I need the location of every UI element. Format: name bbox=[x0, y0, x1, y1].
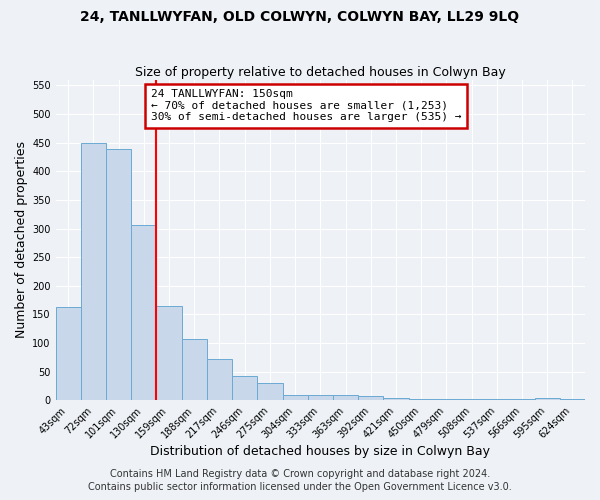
Bar bbox=[81, 142, 106, 400]
Bar bbox=[232, 376, 257, 400]
Bar bbox=[157, 306, 182, 400]
Bar bbox=[106, 150, 131, 400]
Bar bbox=[283, 394, 308, 400]
Bar bbox=[308, 394, 333, 400]
Bar bbox=[560, 399, 585, 400]
Bar bbox=[182, 339, 207, 400]
X-axis label: Distribution of detached houses by size in Colwyn Bay: Distribution of detached houses by size … bbox=[151, 444, 490, 458]
Text: 24 TANLLWYFAN: 150sqm
← 70% of detached houses are smaller (1,253)
30% of semi-d: 24 TANLLWYFAN: 150sqm ← 70% of detached … bbox=[151, 89, 461, 122]
Bar bbox=[257, 382, 283, 400]
Bar bbox=[358, 396, 383, 400]
Title: Size of property relative to detached houses in Colwyn Bay: Size of property relative to detached ho… bbox=[135, 66, 506, 80]
Bar bbox=[535, 398, 560, 400]
Text: Contains HM Land Registry data © Crown copyright and database right 2024.
Contai: Contains HM Land Registry data © Crown c… bbox=[88, 470, 512, 492]
Bar bbox=[207, 358, 232, 401]
Bar bbox=[56, 307, 81, 400]
Bar bbox=[333, 394, 358, 400]
Bar bbox=[131, 224, 157, 400]
Bar bbox=[383, 398, 409, 400]
Bar bbox=[409, 399, 434, 400]
Text: 24, TANLLWYFAN, OLD COLWYN, COLWYN BAY, LL29 9LQ: 24, TANLLWYFAN, OLD COLWYN, COLWYN BAY, … bbox=[80, 10, 520, 24]
Y-axis label: Number of detached properties: Number of detached properties bbox=[15, 142, 28, 338]
